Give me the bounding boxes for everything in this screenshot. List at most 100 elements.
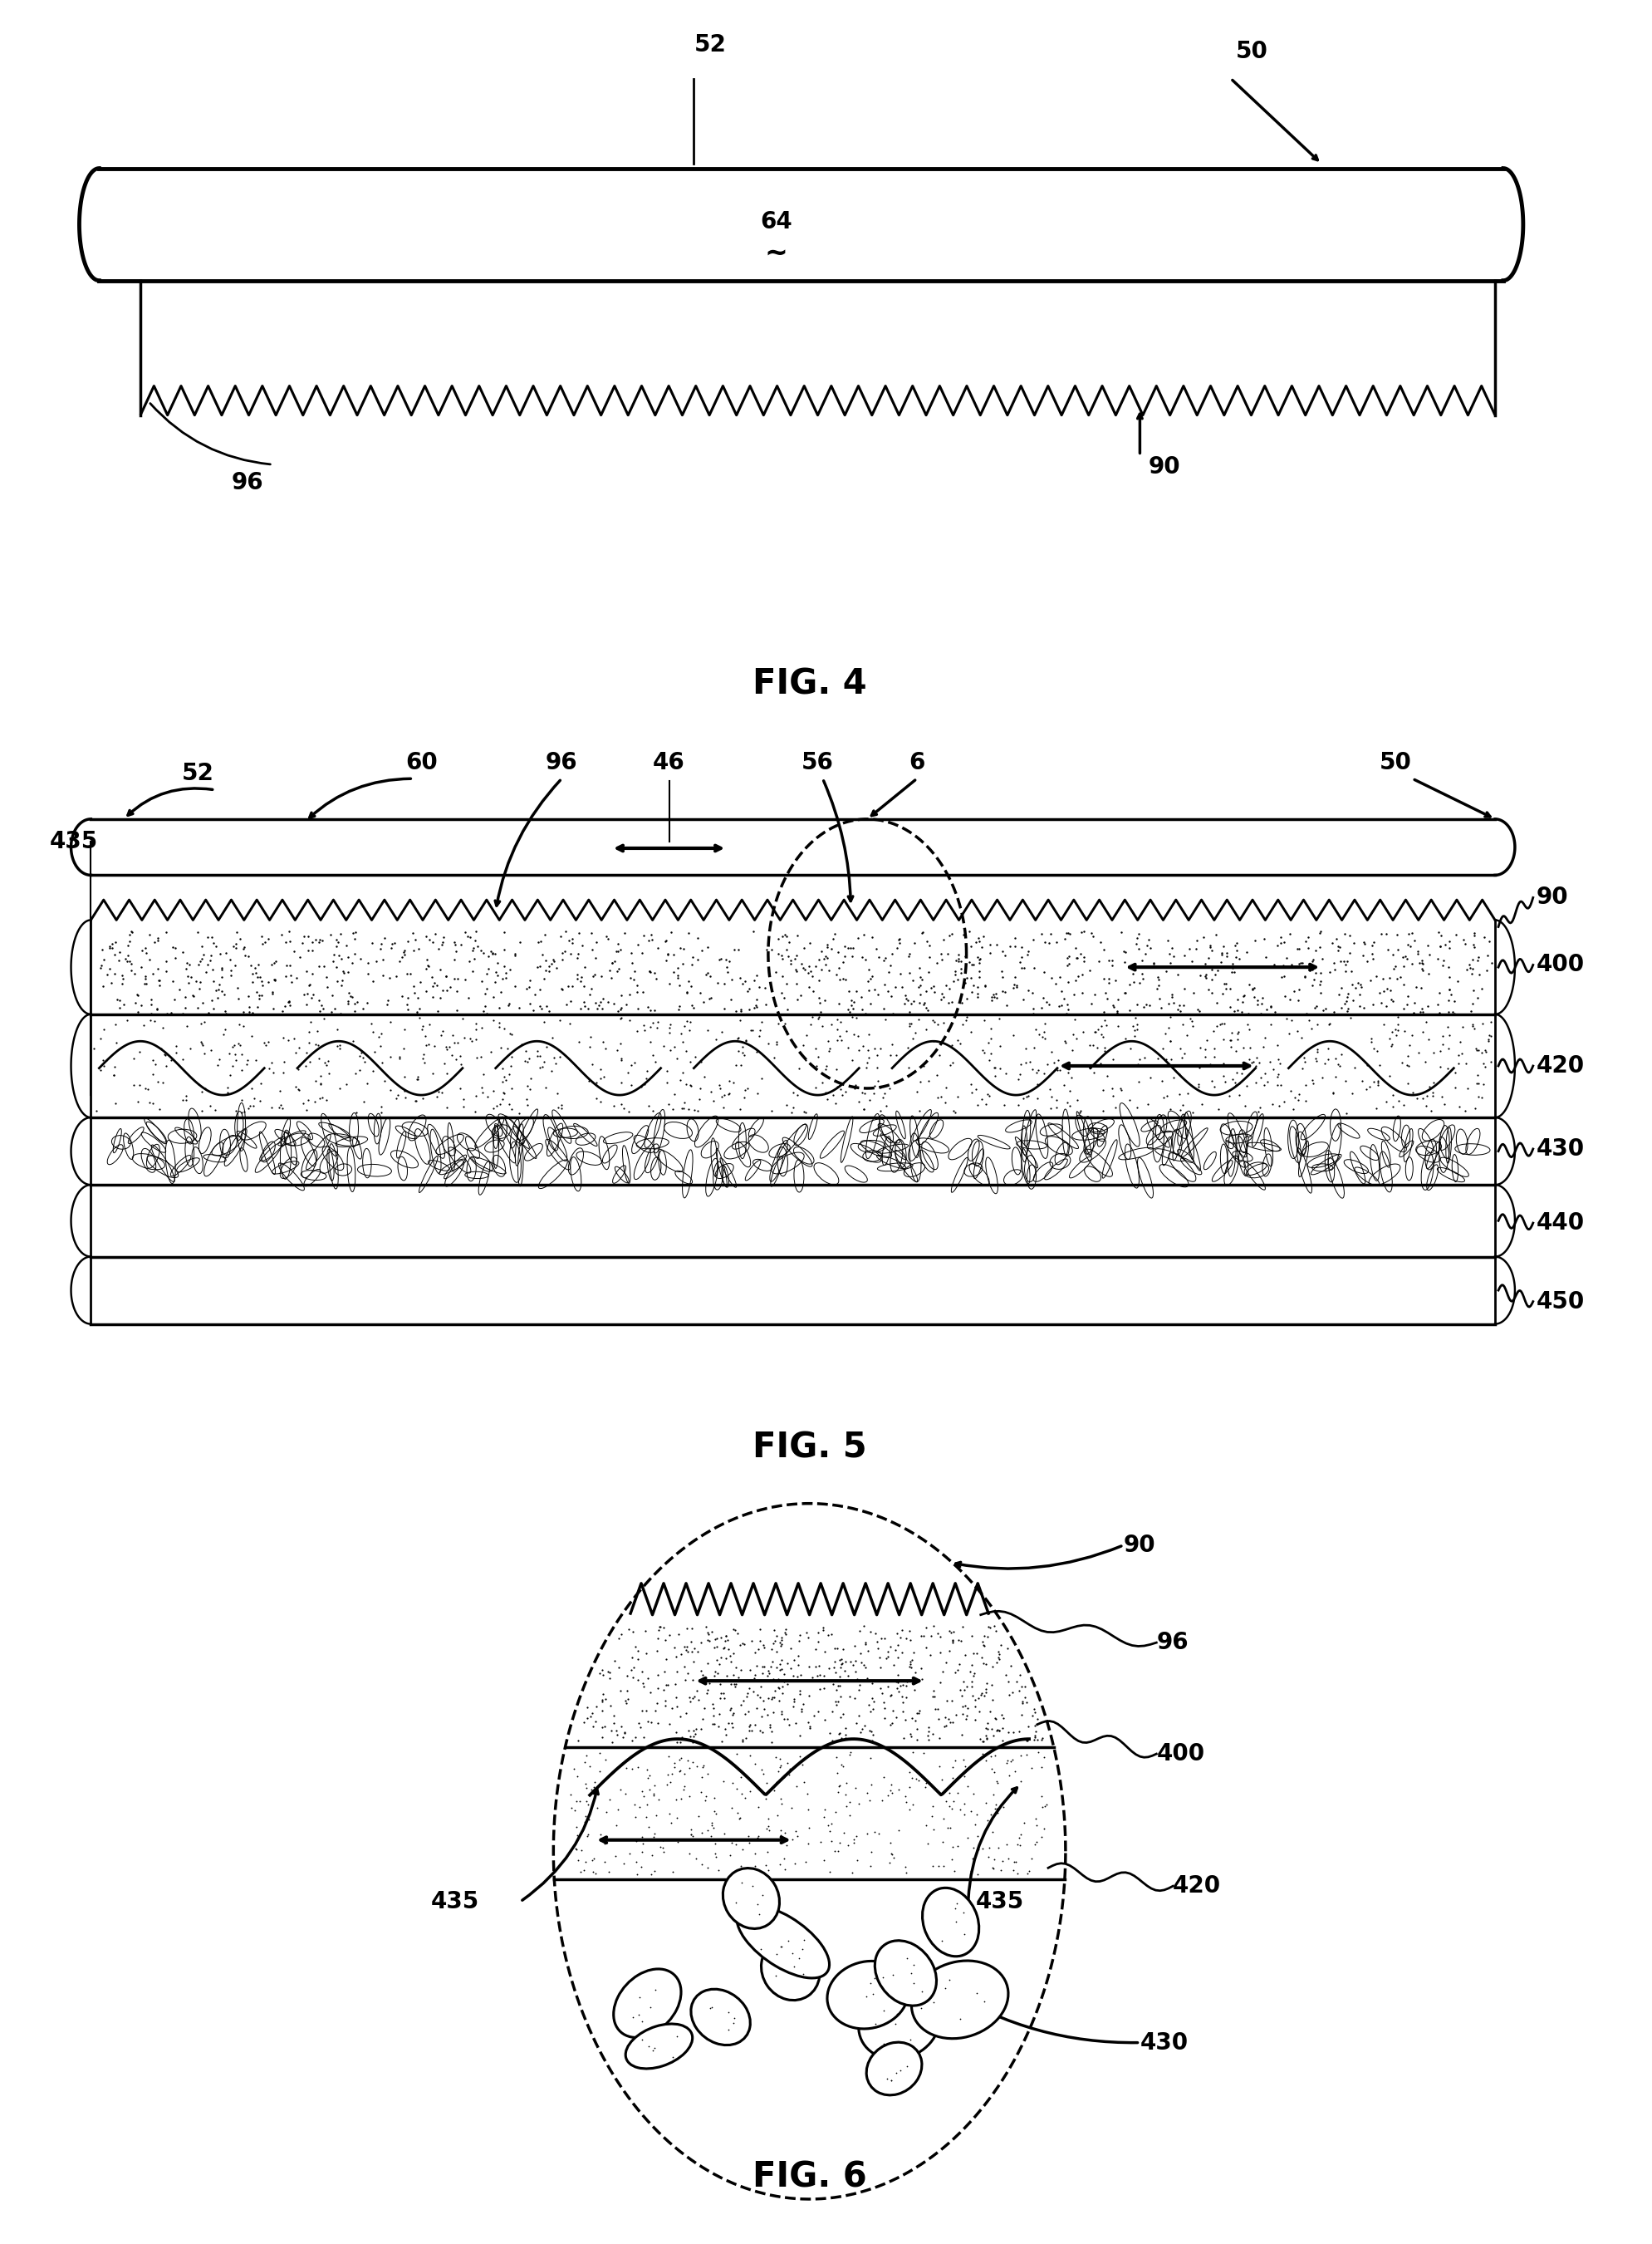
Point	[302, 1064, 329, 1100]
Point	[1023, 1802, 1049, 1838]
Point	[1016, 1708, 1042, 1744]
Point	[653, 1667, 679, 1703]
Point	[497, 1014, 524, 1050]
Point	[197, 1088, 223, 1124]
Point	[775, 1645, 801, 1681]
Point	[785, 1077, 811, 1113]
Point	[776, 1631, 803, 1667]
Point	[481, 1073, 507, 1109]
Point	[765, 1797, 791, 1833]
Point	[1178, 942, 1204, 978]
Point	[1193, 956, 1219, 992]
Point	[1090, 1093, 1117, 1129]
Point	[674, 1003, 700, 1039]
Point	[811, 1658, 838, 1694]
Point	[575, 1818, 601, 1854]
Point	[134, 965, 160, 1001]
Point	[843, 1001, 869, 1037]
Point	[1160, 985, 1186, 1021]
Point	[1029, 990, 1056, 1026]
Point	[773, 931, 800, 967]
Point	[410, 1082, 436, 1118]
Point	[494, 1030, 520, 1066]
Point	[1077, 916, 1104, 951]
Point	[382, 925, 408, 960]
Point	[200, 951, 226, 987]
Point	[114, 1003, 140, 1039]
Point	[621, 1786, 648, 1822]
Point	[235, 1091, 261, 1126]
Ellipse shape	[613, 1968, 681, 2038]
Point	[743, 1690, 770, 1726]
Point	[342, 920, 368, 956]
Point	[753, 1766, 780, 1802]
Point	[1213, 949, 1239, 985]
Point	[580, 1854, 606, 1889]
Point	[968, 1676, 995, 1712]
Point	[1460, 927, 1487, 963]
Point	[101, 938, 127, 974]
Point	[1460, 1010, 1487, 1046]
Point	[535, 947, 562, 983]
Point	[188, 1026, 215, 1061]
Point	[735, 1694, 762, 1730]
Point	[748, 1878, 775, 1914]
Point	[824, 956, 851, 992]
Point	[970, 1737, 996, 1773]
Text: 50: 50	[1236, 40, 1269, 63]
Point	[699, 1806, 725, 1842]
Point	[206, 936, 233, 972]
Point	[1213, 1064, 1239, 1100]
Point	[879, 1705, 905, 1741]
Point	[942, 1854, 968, 1889]
Point	[694, 1674, 720, 1710]
Point	[317, 918, 344, 954]
Point	[854, 1775, 881, 1811]
Point	[775, 938, 801, 974]
Point	[927, 1748, 953, 1784]
Point	[877, 2062, 904, 2098]
Point	[1341, 1050, 1368, 1086]
Point	[970, 1723, 996, 1759]
Point	[392, 1059, 418, 1095]
Point	[616, 1003, 643, 1039]
Point	[743, 1647, 770, 1683]
Point	[572, 1766, 598, 1802]
Point	[965, 920, 991, 956]
Point	[557, 1777, 583, 1813]
Point	[327, 1070, 354, 1106]
Point	[1379, 983, 1406, 1019]
Point	[1100, 1041, 1127, 1077]
Point	[520, 992, 547, 1028]
Point	[1322, 994, 1348, 1030]
Point	[1379, 1077, 1406, 1113]
Point	[674, 1611, 700, 1647]
Point	[1427, 929, 1454, 965]
Point	[740, 913, 767, 949]
Point	[598, 945, 624, 981]
Point	[195, 994, 221, 1030]
Point	[395, 981, 421, 1017]
Point	[953, 1701, 980, 1737]
Point	[937, 1048, 963, 1084]
Point	[871, 1685, 897, 1721]
Ellipse shape	[828, 1961, 909, 2029]
Point	[669, 947, 695, 983]
Point	[1446, 1037, 1472, 1073]
Point	[1023, 1806, 1049, 1842]
Point	[1289, 1021, 1315, 1057]
Point	[117, 942, 144, 978]
Point	[1251, 1030, 1277, 1066]
Point	[925, 1008, 952, 1043]
Point	[811, 940, 838, 976]
Point	[710, 965, 737, 1001]
Point	[742, 1836, 768, 1871]
Point	[385, 1077, 411, 1113]
Point	[948, 954, 975, 990]
Point	[633, 1692, 659, 1728]
Point	[960, 947, 986, 983]
Point	[710, 1815, 737, 1851]
Point	[1436, 1017, 1462, 1052]
Point	[306, 925, 332, 960]
Point	[757, 1708, 783, 1744]
